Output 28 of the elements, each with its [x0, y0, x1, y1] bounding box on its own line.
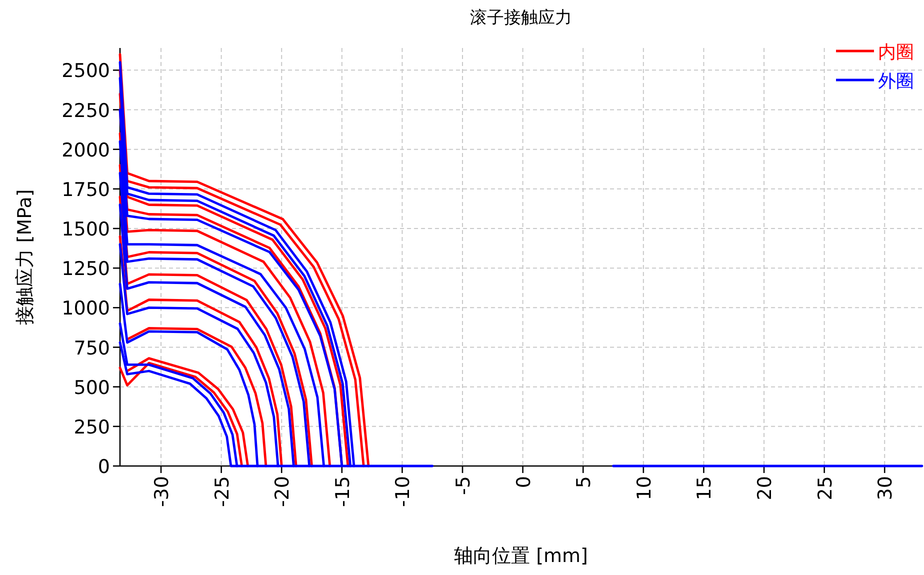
x-tick-label: 15 — [694, 476, 716, 500]
y-tick-label: 750 — [74, 337, 110, 360]
legend-label: 外圈 — [878, 71, 914, 92]
x-tick-label: -15 — [332, 476, 354, 508]
x-tick-label: 30 — [874, 476, 897, 500]
x-tick-label: -5 — [452, 476, 475, 495]
y-tick-label: 2500 — [62, 60, 110, 82]
y-tick-label: 2250 — [62, 100, 110, 122]
x-tick-label: -30 — [151, 476, 174, 508]
x-tick-label: 20 — [754, 476, 776, 500]
y-tick-label: 500 — [74, 376, 110, 399]
x-axis-title: 轴向位置 [mm] — [454, 545, 588, 567]
y-tick-label: 2000 — [62, 139, 110, 162]
chart-title: 滚子接触应力 — [470, 8, 572, 28]
y-tick-label: 1000 — [62, 298, 110, 320]
y-tick-label: 1750 — [62, 178, 110, 201]
x-tick-label: 25 — [814, 476, 836, 500]
y-tick-label: 1250 — [62, 258, 110, 280]
y-tick-label: 250 — [74, 416, 110, 438]
legend-label: 内圈 — [878, 42, 914, 63]
x-tick-label: -10 — [392, 476, 414, 508]
y-tick-label: 1500 — [62, 218, 110, 240]
x-tick-label: -25 — [211, 476, 234, 508]
y-axis-title: 接触应力 [MPa] — [14, 189, 36, 325]
x-tick-label: 5 — [573, 476, 596, 488]
x-tick-label: 10 — [633, 476, 656, 500]
x-tick-label: -20 — [272, 476, 294, 508]
x-tick-label: 0 — [512, 476, 535, 488]
